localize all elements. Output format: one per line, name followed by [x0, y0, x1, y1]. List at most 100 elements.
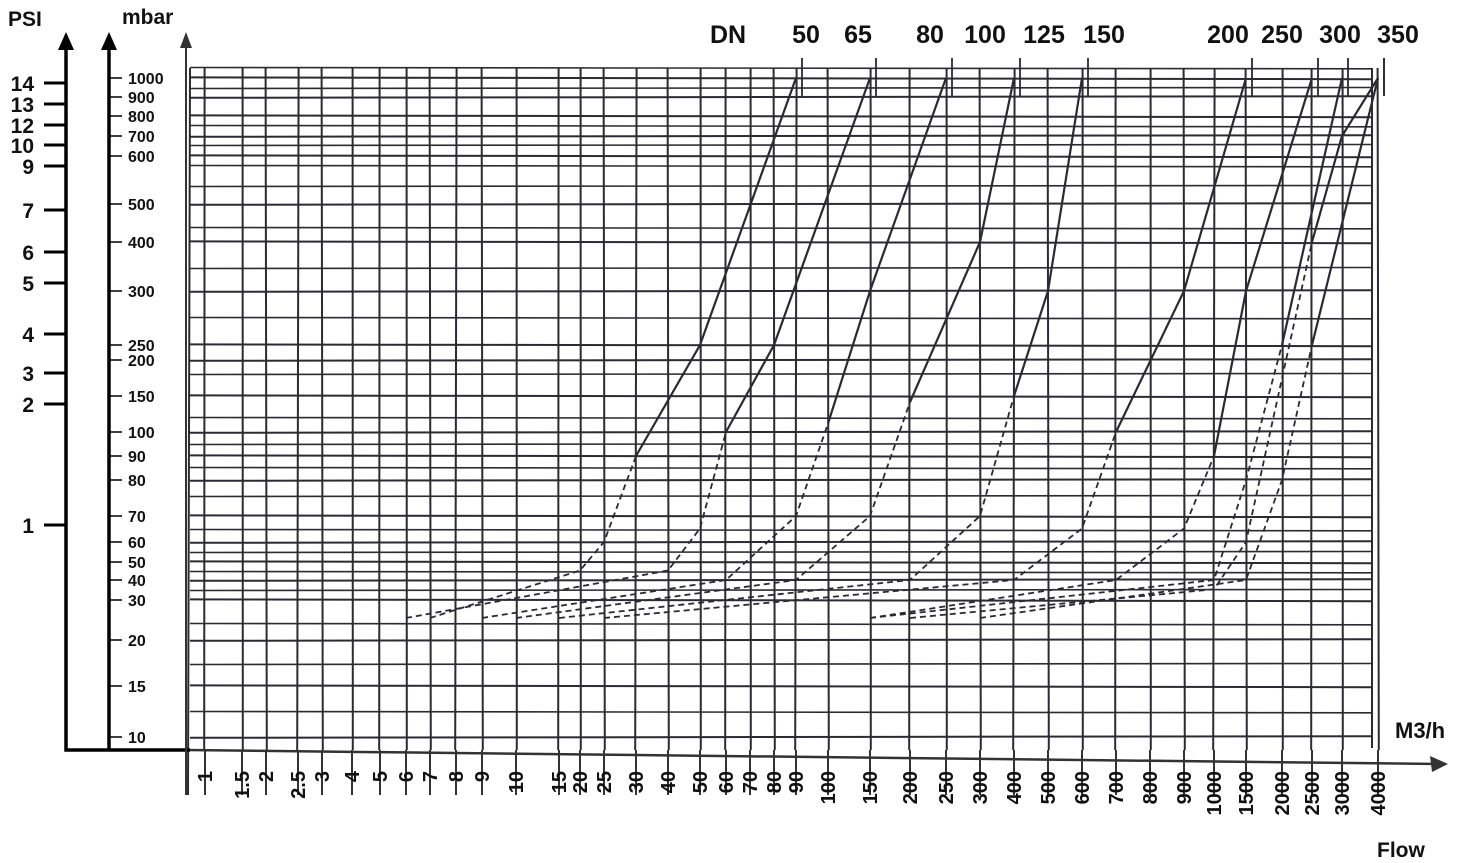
series-label-125: 125	[1023, 21, 1065, 49]
dn-label: DN	[710, 21, 746, 49]
x-tick-label: 70	[740, 771, 762, 793]
mbar-tick-label: 250	[128, 338, 155, 355]
series-label-150: 150	[1083, 21, 1125, 49]
psi-tick-label: 10	[11, 135, 34, 158]
grid-hline	[189, 454, 1373, 459]
x-axis-title: M3/h	[1395, 718, 1445, 743]
grid-vline	[602, 67, 606, 751]
grid-vline	[320, 67, 324, 751]
x-tick-label: 4	[342, 770, 364, 782]
grid-hline	[189, 570, 1373, 574]
grid-vline	[1212, 67, 1216, 751]
grid-hline	[189, 289, 1373, 293]
grid-vline	[296, 67, 300, 751]
chart-grid	[187, 66, 1380, 796]
grid-hline	[189, 143, 1373, 147]
psi-tick-label: 6	[22, 242, 34, 265]
x-tick-label: 3	[312, 771, 334, 782]
x-tick-label: 1000	[1204, 771, 1226, 816]
grid-vline	[666, 67, 670, 751]
grid-vline	[978, 67, 982, 751]
mbar-axis-title: mbar	[122, 6, 173, 29]
grid-hline	[189, 134, 1373, 138]
inner-y-arrow	[180, 32, 192, 48]
x-tick-label: 500	[1038, 771, 1060, 804]
grid-hline	[189, 164, 1373, 168]
mbar-tick-label: 700	[128, 129, 155, 146]
grid-hline	[189, 578, 1373, 582]
grid-vline	[454, 67, 458, 751]
series-125-dashed	[558, 395, 1015, 619]
grid-hline	[189, 494, 1373, 498]
x-tick-label: 80	[764, 771, 786, 793]
x-tick-label: 2	[256, 771, 278, 782]
x-axis-line	[185, 748, 1441, 766]
x-tick-label: 600	[1072, 771, 1094, 804]
psi-tick-label: 13	[11, 94, 34, 117]
series-150-dashed	[603, 431, 1117, 619]
grid-hline	[189, 598, 1373, 603]
series-label-300: 300	[1319, 21, 1361, 49]
grid-vline	[1182, 67, 1186, 751]
mbar-tick-label: 150	[128, 389, 155, 406]
mbar-tick-label: 90	[128, 449, 146, 466]
x-tick-label: 8	[446, 771, 468, 782]
grid-hline	[189, 226, 1373, 230]
mbar-tick-label: 20	[128, 633, 146, 650]
psi-tick-label: 3	[22, 363, 34, 386]
grid-hline	[189, 184, 1373, 188]
x-tick-label: 800	[1140, 771, 1162, 804]
chart-axes	[44, 32, 1448, 795]
mbar-tick-label: 400	[128, 235, 155, 252]
grid-vline	[428, 67, 432, 751]
grid-vline	[1012, 67, 1016, 751]
mbar-tick-label: 30	[128, 593, 146, 610]
mbar-tick-label: 900	[128, 90, 155, 107]
grid-hline	[189, 124, 1373, 128]
series-250-dashed	[869, 344, 1283, 619]
psi-axis-title: PSI	[8, 8, 42, 31]
x-tick-label: 250	[936, 771, 958, 804]
grid-hline	[189, 95, 1373, 99]
mbar-tick-label: 600	[128, 149, 155, 166]
grid-hline	[189, 514, 1373, 519]
series-label-250: 250	[1261, 21, 1303, 49]
x-tick-label: 300	[970, 771, 992, 804]
grid-hline	[189, 66, 1373, 70]
grid-vline	[1244, 67, 1248, 751]
series-label-50: 50	[792, 21, 820, 49]
chart-labels: 1413121097654321100090080070060050040030…	[8, 6, 1445, 862]
grid-hline	[189, 550, 1373, 554]
x-tick-label: 400	[1004, 771, 1026, 804]
psi-tick-label: 9	[22, 156, 34, 179]
grid-hline	[189, 358, 1373, 362]
grid-hline	[189, 416, 1373, 420]
x-tick-label: 1	[195, 771, 217, 782]
x-tick-label: 5	[370, 771, 392, 782]
mbar-tick-label: 80	[128, 473, 146, 490]
grid-hline	[189, 76, 1373, 81]
grid-hline	[189, 316, 1373, 320]
grid-hline	[189, 466, 1373, 470]
grid-hline	[189, 372, 1373, 376]
grid-vline	[1376, 67, 1380, 751]
x-tick-label: 200	[900, 771, 922, 804]
grid-vline	[634, 67, 638, 751]
grid-hline	[189, 478, 1373, 482]
grid-hline	[189, 154, 1373, 159]
x-tick-label: 1.5	[232, 771, 254, 799]
series-50-dashed	[429, 455, 637, 619]
x-tick-label: 900	[1174, 771, 1196, 804]
mbar-tick-label: 200	[128, 353, 155, 370]
psi-tick-label: 4	[22, 324, 34, 347]
grid-hline	[189, 588, 1373, 592]
grid-hline	[189, 638, 1373, 642]
x-tick-label: 700	[1106, 771, 1128, 804]
x-tick-label: 100	[818, 771, 840, 804]
grid-hline	[189, 622, 1373, 626]
series-350-line	[1310, 77, 1380, 346]
grid-hline	[189, 86, 1373, 90]
x-tick-label: 7	[420, 771, 442, 782]
x-tick-label: 2500	[1302, 771, 1324, 816]
